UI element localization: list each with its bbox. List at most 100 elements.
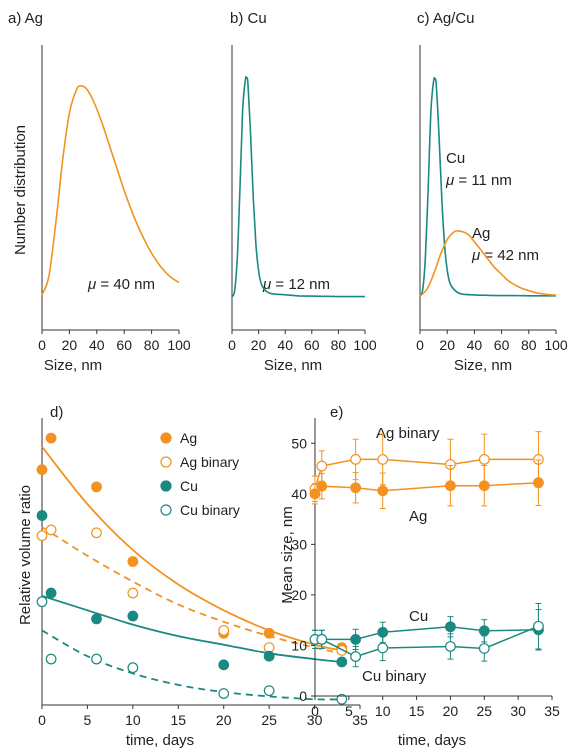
- panel-c-ag-label: Ag: [472, 225, 490, 242]
- panel-d-x-tick-label: 5: [84, 712, 92, 728]
- panel-d-data-point: [36, 510, 48, 521]
- panel-d-fit-line: [41, 446, 342, 652]
- panel-a-mean-label: μ = 40 nm: [87, 276, 155, 293]
- panel-e-data-point: [316, 460, 328, 472]
- panel-d-data-point: [91, 613, 102, 625]
- mean-value: = 40 nm: [96, 276, 155, 293]
- panel-d-x-tick-label: 0: [38, 712, 46, 728]
- panel-d-fit-line: [41, 629, 342, 701]
- panel-a-title: a) Ag: [8, 10, 43, 27]
- panel-e-title: e): [330, 404, 343, 421]
- panel-e-x-tick-label: 25: [476, 703, 492, 719]
- panel-e-data-point: [445, 480, 456, 492]
- panel-d-data-point: [218, 688, 230, 699]
- legend-label-cu: Cu: [180, 478, 198, 494]
- panel-b-x-tick-label: 20: [251, 337, 267, 353]
- panel-e-x-tick-label: 5: [345, 703, 353, 719]
- panel-e-cu-binary-label: Cu binary: [362, 668, 427, 685]
- panel-e-x-tick-label: 15: [409, 703, 425, 719]
- panel-e-data-point: [377, 642, 389, 654]
- panel-d-fit-line: [41, 526, 342, 655]
- panel-c-x-tick-label: 80: [521, 337, 537, 353]
- panel-d-data-point: [218, 624, 230, 636]
- panel-b-x-tick-label: 100: [353, 337, 377, 353]
- panel-d-data-point: [91, 527, 102, 539]
- legend-marker-cu: [160, 480, 172, 492]
- panel-d-title: d): [50, 404, 63, 421]
- panel-a-x-tick-label: 80: [144, 337, 160, 353]
- panel-a-x-tick-label: 100: [167, 337, 191, 353]
- mu-symbol: μ: [87, 276, 96, 293]
- panel-d-data-point: [336, 656, 348, 668]
- panel-d-data-point: [127, 587, 139, 599]
- panel-d-data-point: [36, 464, 48, 476]
- panel-b-distribution-curve: [231, 75, 365, 298]
- panel-b-mean-label: μ = 12 nm: [262, 276, 330, 293]
- panel-d-x-tick-label: 20: [216, 712, 232, 728]
- panel-d-data-point: [45, 524, 57, 536]
- panel-e-data-point: [478, 454, 490, 465]
- panel-e-data-point: [309, 488, 321, 500]
- panel-e-y-tick-label: 20: [291, 587, 307, 603]
- panel-c-x-tick-label: 40: [467, 337, 483, 353]
- panel-c-x-tick-label: 60: [494, 337, 510, 353]
- panel-d-x-tick-label: 15: [170, 712, 186, 728]
- panel-e-data-point: [350, 482, 362, 494]
- panel-d-x-tick-label: 25: [261, 712, 277, 728]
- panel-d-data-point: [127, 610, 139, 622]
- legend-label-cu-binary: Cu binary: [180, 502, 240, 518]
- panel-d-ylabel: Relative volume ratio: [17, 485, 34, 625]
- panel-c-ag-mean-label: μ = 42 nm: [471, 247, 539, 264]
- panel-e-y-tick-label: 30: [291, 536, 307, 552]
- mean-value: = 42 nm: [480, 247, 539, 264]
- panel-e-y-tick-label: 40: [291, 486, 307, 502]
- panel-a-x-tick-label: 20: [62, 337, 78, 353]
- panel-d-fit-line: [41, 595, 342, 663]
- panel-e-data-point: [478, 643, 490, 654]
- panel-b-x-tick-label: 80: [331, 337, 347, 353]
- legend-label-ag-binary: Ag binary: [180, 454, 239, 470]
- panel-e-data-point: [478, 625, 490, 637]
- panel-e-ag-binary-label: Ag binary: [376, 425, 440, 442]
- legend-marker-cu-binary: [160, 504, 172, 516]
- mu-symbol: μ: [471, 247, 480, 264]
- panel-c-x-tick-label: 20: [439, 337, 455, 353]
- panel-d-data-point: [127, 556, 139, 567]
- panel-e-data-point: [478, 480, 490, 492]
- panel-e-ylabel: Mean size, nm: [279, 506, 296, 604]
- panel-e-x-tick-label: 35: [544, 703, 560, 719]
- panel-e-data-point: [445, 621, 456, 633]
- panel-a-xlabel: Size, nm: [44, 357, 102, 374]
- panel-b-title: b) Cu: [230, 10, 267, 27]
- panel-d-data-point: [36, 596, 48, 608]
- panel-e-x-tick-label: 0: [311, 703, 319, 719]
- panel-e-y-tick-label: 0: [299, 688, 307, 704]
- panel-d-data-point: [45, 432, 57, 444]
- panel-b-x-tick-label: 60: [304, 337, 320, 353]
- mean-value: = 11 nm: [454, 172, 512, 189]
- panel-e-data-point: [377, 485, 389, 497]
- panel-c-distribution-curve: [419, 76, 556, 297]
- panel-e-data-point: [350, 454, 362, 465]
- panel-a-ylabel: Number distribution: [12, 125, 29, 255]
- mu-symbol: μ: [262, 276, 271, 293]
- panel-d-data-point: [263, 650, 275, 662]
- panel-e-x-tick-label: 20: [443, 703, 459, 719]
- panel-d-data-point: [263, 685, 275, 697]
- panel-e-data-point: [350, 651, 362, 662]
- panel-d-data-point: [91, 653, 102, 665]
- panel-c-distribution-curve: [419, 230, 557, 297]
- legend-label-ag: Ag: [180, 430, 197, 446]
- panel-c-title: c) Ag/Cu: [417, 10, 475, 27]
- legend-marker-ag-binary: [160, 456, 172, 468]
- mu-symbol: μ: [445, 172, 454, 189]
- panel-e-data-point: [445, 641, 456, 652]
- panel-c-cu-mean-label: μ = 11 nm: [445, 172, 512, 189]
- panel-d-data-point: [218, 659, 230, 671]
- panel-e-cu-label: Cu: [409, 608, 428, 625]
- panel-e-data-point: [316, 633, 328, 645]
- panel-a-x-tick-label: 0: [38, 337, 46, 353]
- panel-e-y-tick-label: 10: [291, 637, 307, 653]
